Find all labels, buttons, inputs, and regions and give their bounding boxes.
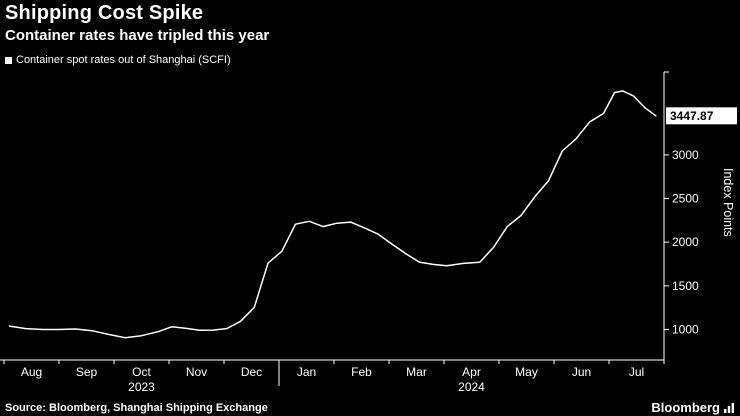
bloomberg-wordmark: Bloomberg (651, 400, 720, 415)
last-value-box (666, 107, 737, 125)
x-tick-label: Jan (297, 365, 316, 379)
chart-subtitle: Container rates have tripled this year (5, 27, 270, 44)
x-tick-label: Sep (76, 365, 98, 379)
x-tick-label: Jul (629, 365, 644, 379)
legend-swatch-icon (5, 56, 12, 64)
bloomberg-brand: Bloomberg (651, 400, 735, 415)
y-axis-title: Index Points (721, 168, 735, 237)
chart: 1000 1500 2000 2500 3000 Aug Sep Oct Nov Dec Jan Fe… (0, 71, 737, 394)
series-line (8, 90, 657, 339)
legend-label: Container spot rates out of Shanghai (SC… (16, 54, 231, 66)
year-label: 2024 (458, 380, 485, 394)
x-tick-label: Nov (186, 365, 207, 379)
last-value-label: 3447.87 (670, 109, 714, 123)
x-tick-label: Aug (21, 365, 42, 379)
x-tick-label: Jun (572, 365, 591, 379)
x-tick-label: Mar (406, 365, 427, 379)
legend: Container spot rates out of Shanghai (SC… (5, 54, 231, 66)
y-tick-label: 1000 (672, 322, 699, 336)
bloomberg-logo-icon (724, 402, 734, 413)
x-tick-label: Dec (241, 365, 262, 379)
footer: Source: Bloomberg, Shanghai Shipping Exc… (0, 398, 740, 416)
x-tick-label: May (515, 365, 538, 379)
y-tick-label: 1500 (672, 279, 699, 293)
source-credit: Source: Bloomberg, Shanghai Shipping Exc… (5, 402, 268, 414)
x-tick-label: Apr (462, 365, 481, 379)
chart-title: Shipping Cost Spike (5, 2, 204, 24)
x-tick-label: Oct (132, 365, 151, 379)
y-tick-label: 2500 (672, 192, 699, 206)
y-tick-label: 3000 (672, 148, 699, 162)
x-tick-label: Feb (351, 365, 372, 379)
y-tick-label: 2000 (672, 235, 699, 249)
year-label: 2023 (128, 380, 155, 394)
